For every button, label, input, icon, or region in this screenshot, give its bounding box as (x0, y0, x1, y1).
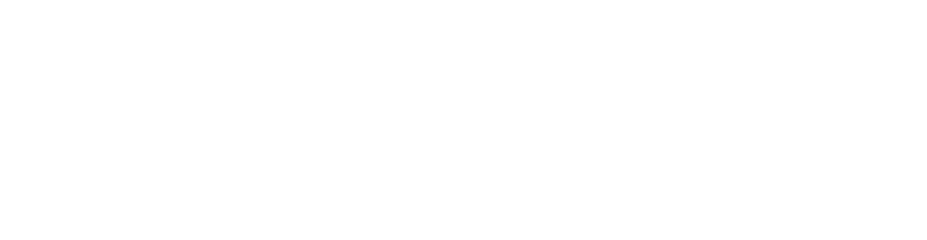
Text: (Enter exact answers or round to 6 decimal places): (Enter exact answers or round to 6 decim… (58, 149, 450, 163)
Bar (88, 185, 123, 238)
Bar (181, 185, 216, 238)
Text: μ =: μ = (60, 202, 93, 220)
Text: σ² =: σ² = (264, 202, 303, 220)
Text: • • •: • • • (452, 106, 475, 115)
Bar (298, 185, 334, 238)
Text: |←: |← (11, 43, 33, 63)
Text: What are the mean, standard deviation and variance of a student’s-t distribution: What are the mean, standard deviation an… (58, 41, 927, 55)
FancyBboxPatch shape (432, 92, 495, 129)
Text: σ =: σ = (153, 202, 185, 220)
